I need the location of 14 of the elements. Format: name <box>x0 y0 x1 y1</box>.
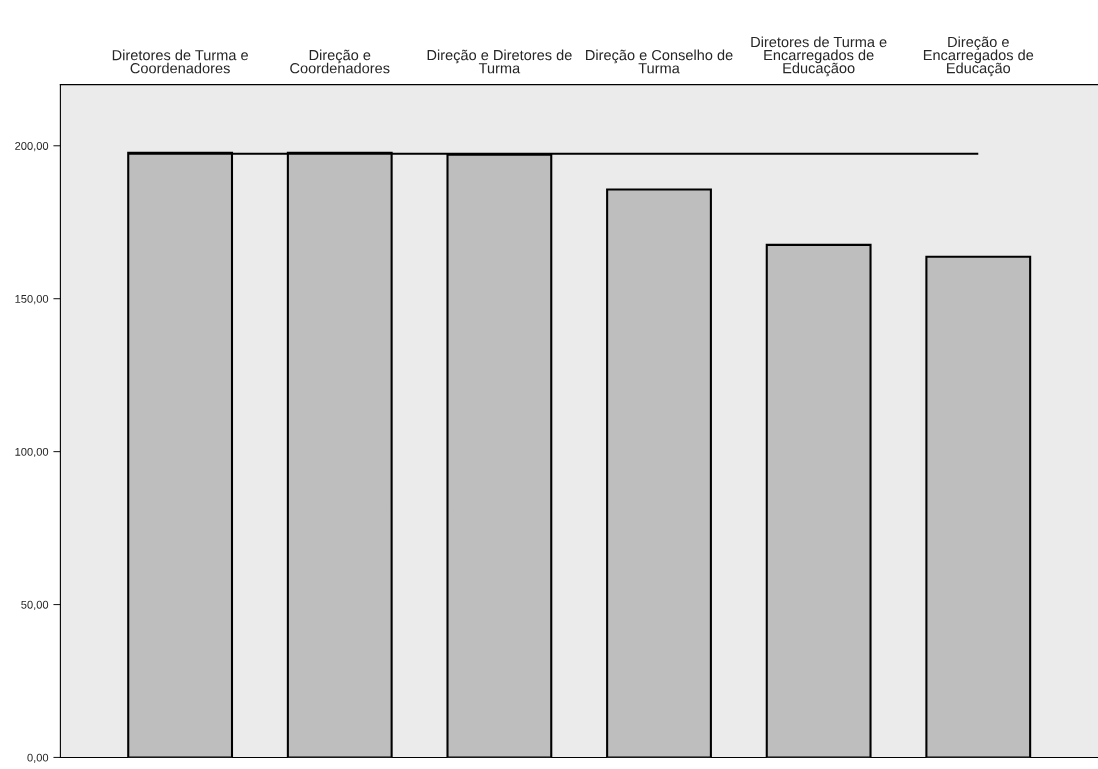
y-tick-label: 150,00 <box>15 294 49 305</box>
y-tick-label: 200,00 <box>15 142 49 152</box>
x-tick-label: Direção e Coordenadores <box>290 49 390 74</box>
x-tick-label: Direção e Diretores de Turma <box>427 49 572 74</box>
bar <box>765 243 872 758</box>
x-tick-label: Direção e Conselho de Turma <box>586 49 733 74</box>
y-tick-label: 100,00 <box>15 447 49 458</box>
x-tick-label: Diretores de Turma e Encarregados de Educaçãoo <box>751 36 887 77</box>
x-tick-label: Direção e Encarregados de Educação <box>923 36 1034 77</box>
x-tick-label: Diretores de Turma e Coordenadores <box>112 49 248 74</box>
bar <box>925 255 1032 758</box>
y-tick-label: 50,00 <box>21 600 49 610</box>
y-tick-label: 0,00 <box>27 753 49 763</box>
bar <box>606 188 712 758</box>
